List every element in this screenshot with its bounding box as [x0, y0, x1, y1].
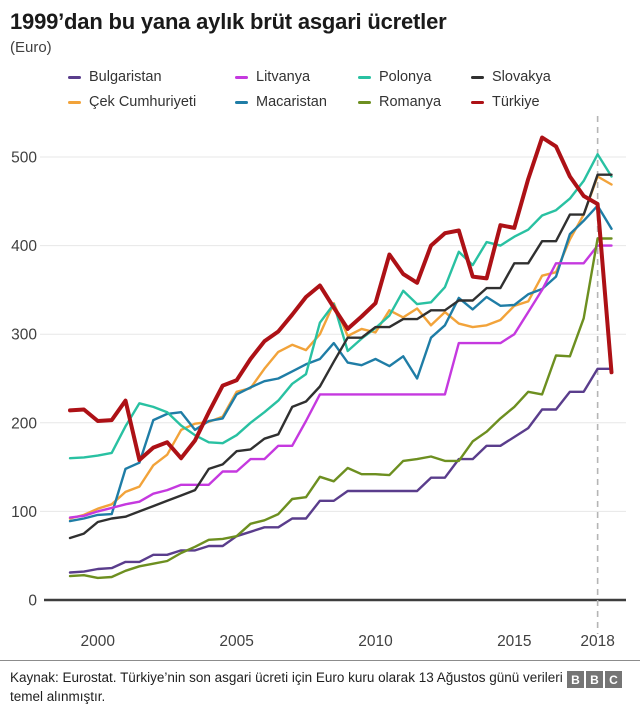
series-line-romanya	[68, 237, 613, 580]
legend-swatch	[68, 75, 81, 80]
y-tick-label: 400	[11, 238, 37, 255]
x-tick-label: 2018	[580, 633, 614, 650]
x-tick-label: 2015	[497, 633, 531, 650]
legend-item-romanya: Romanya	[358, 94, 471, 110]
y-tick-label: 300	[11, 327, 37, 344]
legend-swatch	[358, 75, 371, 80]
legend-item-macaristan: Macaristan	[235, 94, 358, 110]
legend-label: Çek Cumhuriyeti	[89, 94, 197, 111]
legend-item-turkiye: Türkiye	[471, 94, 640, 110]
legend-item-slovakya: Slovakya	[471, 69, 640, 85]
y-tick-label: 500	[11, 150, 37, 167]
legend-swatch	[358, 100, 371, 105]
x-tick-label: 2000	[81, 633, 116, 650]
legend-item-cek: Çek Cumhuriyeti	[68, 94, 235, 110]
legend-label: Türkiye	[492, 94, 540, 111]
series-line-polonya	[68, 153, 613, 460]
chart-header: 1999’dan bu yana aylık brüt asgari ücret…	[0, 0, 640, 56]
series-line-macaristan	[68, 204, 613, 523]
legend-swatch	[471, 100, 484, 105]
series-line-litvanya	[68, 244, 613, 520]
legend-swatch	[235, 75, 248, 80]
x-tick-label: 2005	[219, 633, 253, 650]
legend-label: Macaristan	[256, 94, 327, 111]
legend-label: Slovakya	[492, 69, 551, 86]
legend-label: Romanya	[379, 94, 442, 111]
legend-label: Litvanya	[256, 69, 311, 86]
x-tick-label: 2010	[358, 633, 393, 650]
legend-item-litvanya: Litvanya	[235, 69, 358, 85]
legend-label: Polonya	[379, 69, 432, 86]
legend-swatch	[471, 75, 484, 80]
legend-label: Bulgaristan	[89, 69, 162, 86]
legend-item-bulgaristan: Bulgaristan	[68, 69, 235, 85]
page-title: 1999’dan bu yana aylık brüt asgari ücret…	[10, 9, 447, 34]
source-text: Kaynak: Eurostat. Türkiye’nin son asgari…	[10, 670, 563, 705]
y-tick-label: 100	[11, 504, 37, 521]
chart-footer: Kaynak: Eurostat. Türkiye’nin son asgari…	[0, 660, 640, 706]
page-subtitle: (Euro)	[10, 39, 52, 57]
chart-legend: Bulgaristan Litvanya Polonya Slovakya Çek Cu…	[68, 69, 640, 110]
legend-swatch	[235, 100, 248, 105]
bbc-logo-block: C	[605, 671, 622, 689]
legend-item-polonya: Polonya	[358, 69, 471, 85]
minimum-wage-line-chart: 0 100 200 300 400 500 2000 2005 2010 2015 2018	[11, 116, 626, 650]
series-line-bulgaristan	[68, 367, 613, 574]
y-tick-label: 0	[28, 593, 37, 610]
legend-swatch	[68, 100, 81, 105]
bbc-logo-block: B	[567, 671, 584, 689]
series-line-slovakya	[68, 173, 613, 540]
y-tick-label: 200	[11, 416, 37, 433]
bbc-logo-block: B	[586, 671, 603, 689]
series-line-turkiye	[68, 135, 614, 463]
